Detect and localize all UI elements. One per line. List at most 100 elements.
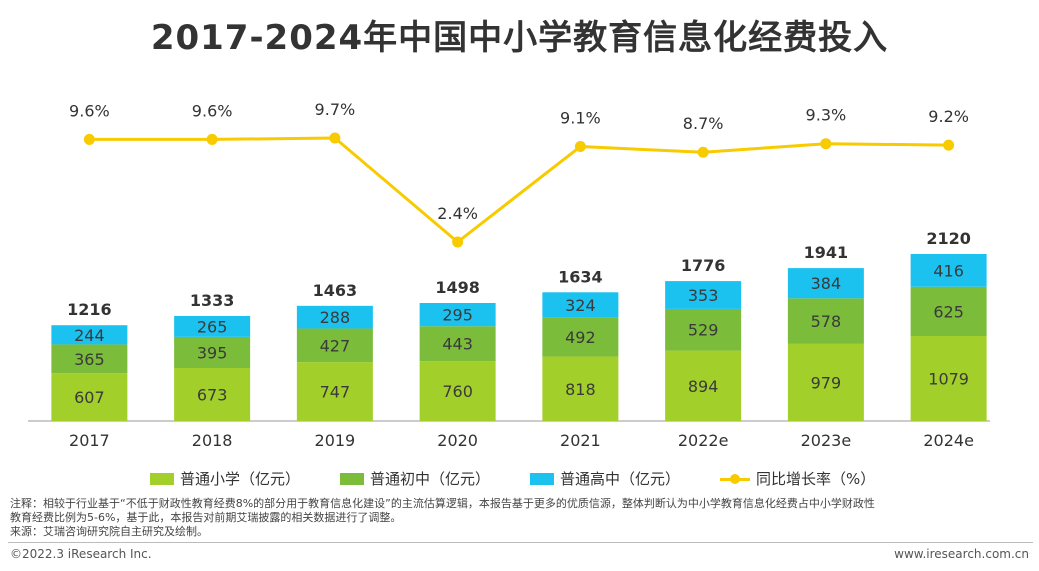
bar-senior-2019 — [296, 305, 373, 329]
bar-total-2021: 1634 — [558, 267, 603, 286]
bar-junior-2017 — [51, 344, 128, 374]
bar-primary-2021 — [542, 356, 619, 421]
website-url: www.iresearch.com.cn — [894, 547, 1029, 561]
bar-value-senior-2017: 244 — [74, 326, 105, 345]
x-tick-label-2018: 2018 — [192, 431, 233, 450]
legend-item-primary: 普通小学（亿元） — [150, 468, 300, 489]
legend-label-primary: 普通小学（亿元） — [180, 470, 301, 488]
bar-senior-2023e — [787, 268, 864, 299]
bar-junior-2019 — [296, 328, 373, 363]
bar-total-2020: 1498 — [435, 278, 480, 297]
x-tick-label-2017: 2017 — [69, 431, 110, 450]
bar-primary-2019 — [296, 362, 373, 421]
growth-label-2022e: 8.7% — [683, 114, 724, 133]
x-tick-label-2019: 2019 — [315, 431, 356, 450]
bar-value-primary-2024e: 1079 — [928, 370, 969, 389]
growth-label-2024e: 9.2% — [928, 107, 969, 126]
bar-value-senior-2020: 295 — [442, 306, 473, 325]
bar-senior-2024e — [910, 254, 987, 287]
bar-value-junior-2019: 427 — [320, 336, 351, 355]
bar-senior-2020 — [419, 302, 496, 327]
bar-junior-2022e — [665, 308, 742, 351]
growth-label-2020: 2.4% — [437, 204, 478, 223]
bar-primary-2022e — [665, 350, 742, 421]
bar-value-primary-2020: 760 — [442, 382, 473, 401]
legend-label-senior: 普通高中（亿元） — [560, 470, 681, 488]
note-line-1: 注释：相较于行业基于“不低于财政性教育经费8%的部分用于教育信息化建设”的主流估… — [10, 497, 875, 510]
growth-point-2023e — [820, 138, 832, 150]
x-tick-label-2023e: 2023e — [801, 431, 852, 450]
bar-value-primary-2021: 818 — [565, 380, 596, 399]
source-text: 来源：艾瑞咨询研究院自主研究及绘制。 — [10, 525, 208, 538]
growth-point-2018 — [206, 133, 218, 145]
bar-total-2022e: 1776 — [681, 256, 726, 275]
bar-total-2024e: 2120 — [926, 229, 971, 248]
bar-total-2017: 1216 — [67, 300, 112, 319]
legend: 普通小学（亿元） 普通初中（亿元） 普通高中（亿元） 同比增长率（%） — [150, 468, 875, 489]
bar-value-junior-2017: 365 — [74, 350, 105, 369]
bar-primary-2017 — [51, 373, 128, 421]
bar-senior-2018 — [174, 315, 251, 337]
bar-senior-2022e — [665, 281, 742, 309]
legend-swatch-junior — [340, 472, 365, 485]
bar-value-primary-2019: 747 — [320, 383, 351, 402]
bar-total-2023e: 1941 — [804, 243, 849, 262]
x-tick-label-2020: 2020 — [437, 431, 478, 450]
bar-total-2018: 1333 — [190, 291, 235, 310]
bar-value-senior-2019: 288 — [320, 308, 351, 327]
bar-value-primary-2022e: 894 — [688, 377, 719, 396]
bar-junior-2024e — [910, 286, 987, 337]
bar-senior-2017 — [51, 325, 128, 345]
bar-value-junior-2018: 395 — [197, 343, 228, 362]
bar-value-senior-2018: 265 — [197, 317, 228, 336]
bar-primary-2018 — [174, 367, 251, 421]
bar-value-primary-2023e: 979 — [811, 373, 842, 392]
x-tick-label-2024e: 2024e — [923, 431, 974, 450]
legend-label-growth: 同比增长率（%） — [756, 470, 876, 488]
legend-item-junior: 普通初中（亿元） — [340, 468, 490, 489]
legend-swatch-senior — [530, 472, 555, 485]
bar-value-primary-2017: 607 — [74, 388, 105, 407]
bar-value-junior-2022e: 529 — [688, 321, 719, 340]
bar-value-junior-2024e: 625 — [933, 302, 964, 321]
bar-primary-2024e — [910, 336, 987, 421]
bar-value-senior-2022e: 353 — [688, 286, 719, 305]
growth-point-2017 — [83, 133, 95, 145]
bar-primary-2023e — [787, 343, 864, 421]
growth-point-2022e — [697, 146, 709, 158]
copyright: ©2022.3 iResearch Inc. — [10, 547, 152, 561]
legend-item-growth: 同比增长率（%） — [720, 468, 875, 489]
bar-junior-2018 — [174, 336, 251, 368]
x-tick-label-2021: 2021 — [560, 431, 601, 450]
notes: 注释：相较于行业基于“不低于财政性教育经费8%的部分用于教育信息化建设”的主流估… — [10, 497, 1030, 539]
note-line-2: 教育经费比例为5-6%，基于此，本报告对前期艾瑞披露的相关数据进行了调整。 — [10, 511, 402, 524]
legend-label-junior: 普通初中（亿元） — [370, 470, 491, 488]
growth-line — [89, 136, 949, 244]
growth-point-2021 — [574, 141, 586, 153]
growth-point-2019 — [329, 132, 341, 144]
bar-value-senior-2021: 324 — [565, 296, 596, 315]
growth-point-2020 — [452, 236, 464, 248]
legend-item-senior: 普通高中（亿元） — [530, 468, 680, 489]
growth-label-2023e: 9.3% — [806, 106, 847, 125]
chart-title: 2017-2024年中国中小学教育信息化经费投入 — [150, 18, 889, 58]
bar-junior-2021 — [542, 317, 619, 357]
footer-divider — [8, 542, 1033, 543]
legend-swatch-growth — [720, 473, 751, 485]
bar-senior-2021 — [542, 292, 619, 318]
growth-label-2017: 9.6% — [69, 101, 110, 120]
legend-swatch-primary — [150, 472, 174, 485]
bar-value-senior-2024e: 416 — [933, 261, 964, 280]
growth-point-2024e — [943, 139, 955, 151]
bar-total-2019: 1463 — [313, 281, 358, 300]
bar-primary-2020 — [419, 361, 496, 421]
growth-label-2018: 9.6% — [192, 101, 233, 120]
x-tick-label-2022e: 2022e — [678, 431, 729, 450]
bar-junior-2023e — [787, 298, 864, 344]
bar-junior-2020 — [419, 326, 496, 362]
bar-value-junior-2023e: 578 — [811, 312, 842, 331]
bar-value-junior-2021: 492 — [565, 328, 596, 347]
growth-label-2019: 9.7% — [315, 100, 356, 119]
bar-value-senior-2023e: 384 — [811, 274, 842, 293]
